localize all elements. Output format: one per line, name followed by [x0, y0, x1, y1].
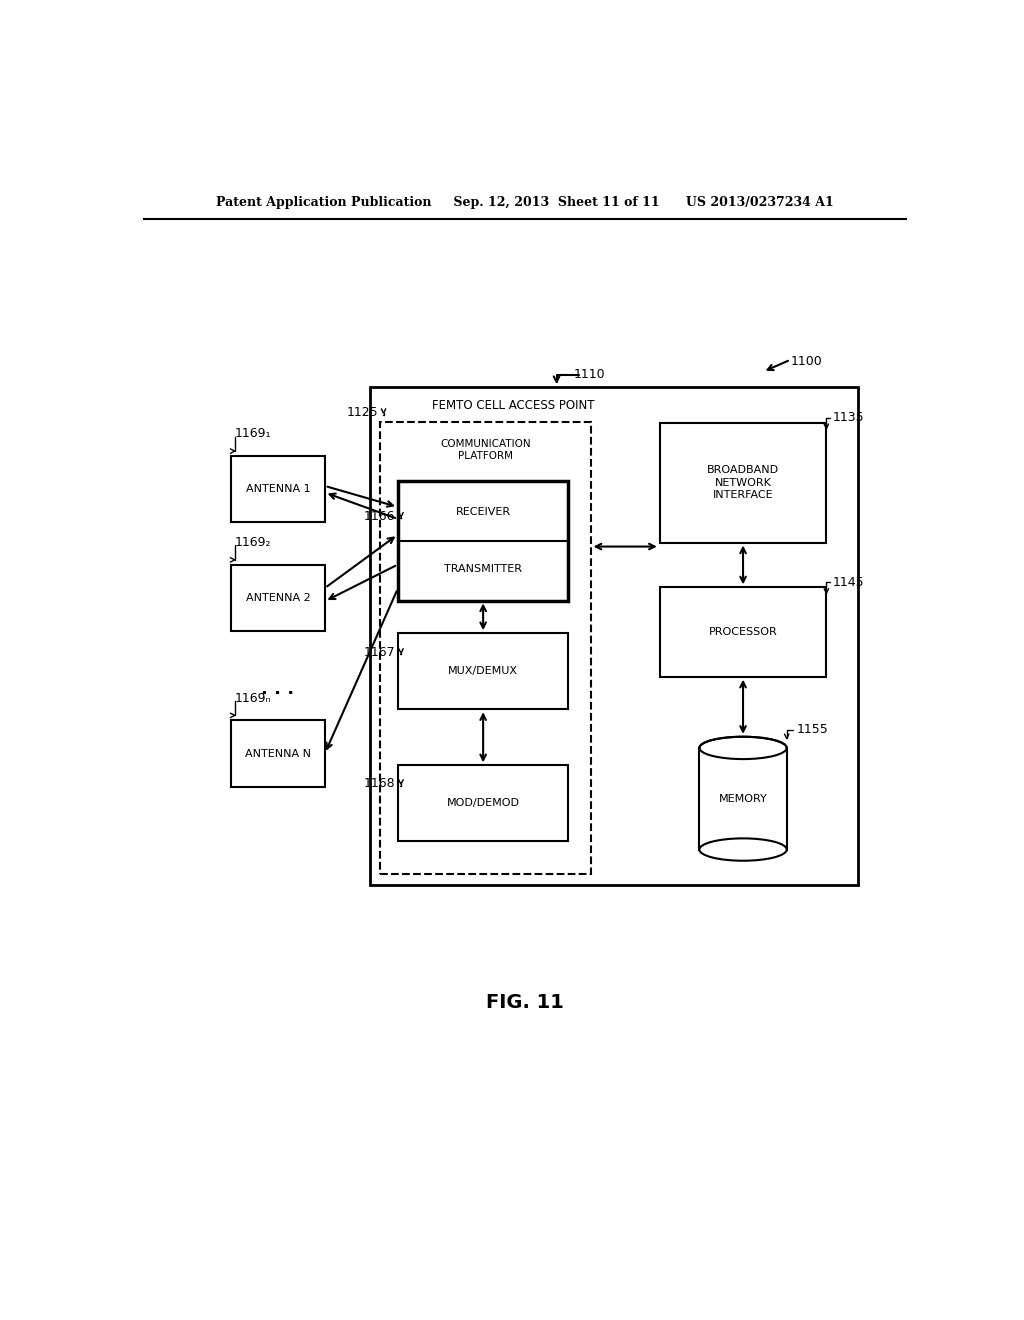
Text: ANTENNA 1: ANTENNA 1 [246, 484, 310, 494]
Ellipse shape [699, 737, 786, 759]
Text: 1155: 1155 [797, 723, 828, 737]
Bar [231, 457, 325, 523]
Bar [659, 422, 826, 543]
Text: 1135: 1135 [833, 411, 864, 424]
Text: RECEIVER: RECEIVER [456, 507, 511, 517]
Bar [659, 587, 826, 677]
Text: ANTENNA N: ANTENNA N [245, 748, 311, 759]
Text: 1167: 1167 [364, 645, 395, 659]
Text: 1125: 1125 [347, 407, 379, 418]
Text: MOD/DEMOD: MOD/DEMOD [446, 799, 519, 808]
Text: 1145: 1145 [833, 576, 864, 589]
Text: FIG. 11: FIG. 11 [485, 993, 564, 1011]
Text: COMMUNICATION
PLATFORM: COMMUNICATION PLATFORM [440, 440, 530, 461]
Bar [231, 565, 325, 631]
Text: FEMTO CELL ACCESS POINT: FEMTO CELL ACCESS POINT [432, 399, 594, 412]
Text: 1169ₙ: 1169ₙ [236, 692, 271, 705]
Bar [231, 721, 325, 787]
Text: 1169₁: 1169₁ [236, 428, 271, 441]
Text: MEMORY: MEMORY [719, 793, 767, 804]
Bar [397, 480, 568, 601]
Text: 1110: 1110 [574, 368, 605, 381]
Text: PROCESSOR: PROCESSOR [709, 627, 777, 638]
Text: MUX/DEMUX: MUX/DEMUX [449, 667, 518, 676]
Text: 1169₂: 1169₂ [236, 536, 271, 549]
Bar [397, 634, 568, 709]
Bar [380, 421, 591, 874]
Text: TRANSMITTER: TRANSMITTER [444, 565, 522, 574]
Text: . . .: . . . [261, 680, 295, 698]
Ellipse shape [699, 838, 786, 861]
Text: 1166: 1166 [364, 510, 395, 523]
Text: 1100: 1100 [791, 355, 822, 368]
Text: BROADBAND
NETWORK
INTERFACE: BROADBAND NETWORK INTERFACE [707, 465, 779, 500]
Text: ANTENNA 2: ANTENNA 2 [246, 593, 310, 603]
Text: 1168: 1168 [364, 777, 395, 789]
Bar [699, 748, 786, 850]
Bar [370, 387, 858, 886]
Bar [397, 766, 568, 841]
Text: Patent Application Publication     Sep. 12, 2013  Sheet 11 of 11      US 2013/02: Patent Application Publication Sep. 12, … [216, 195, 834, 209]
